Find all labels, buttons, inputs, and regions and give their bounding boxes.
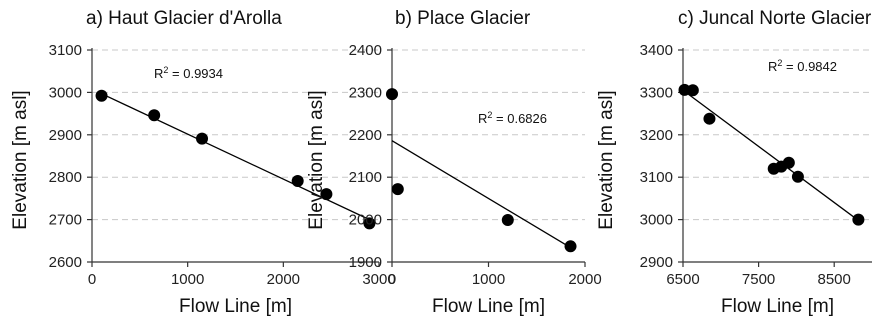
- data-point: [291, 175, 304, 188]
- y-tick-label: 2900: [49, 127, 82, 144]
- data-point: [363, 217, 376, 230]
- data-point: [320, 188, 333, 201]
- data-point: [391, 183, 404, 196]
- data-point: [386, 88, 398, 101]
- data-point: [791, 170, 804, 183]
- data-point: [501, 214, 514, 227]
- y-axis-label: Elevation [m asl]: [10, 90, 31, 229]
- x-axis-label: Flow Line [m]: [179, 296, 292, 317]
- y-tick-label: 2200: [349, 127, 382, 144]
- r-squared-label: R2 = 0.9934: [154, 65, 223, 81]
- y-tick-label: 2700: [49, 212, 82, 229]
- x-tick-label: 2000: [267, 271, 300, 288]
- trendline: [682, 89, 859, 221]
- y-tick-label: 2900: [640, 254, 673, 271]
- y-tick-label: 3000: [640, 212, 673, 229]
- data-point: [196, 132, 209, 145]
- chart-title: c) Juncal Norte Glacier: [678, 8, 872, 29]
- data-point: [95, 89, 108, 102]
- y-tick-label: 2800: [49, 169, 82, 186]
- y-axis-label: Elevation [m asl]: [596, 90, 617, 229]
- trendline: [391, 140, 571, 249]
- x-tick-label: 1000: [171, 271, 204, 288]
- y-tick-label: 2100: [349, 169, 382, 186]
- x-tick-label: 2000: [568, 271, 601, 288]
- x-tick-label: 6500: [666, 271, 699, 288]
- data-point: [148, 109, 161, 122]
- x-tick-label: 8500: [818, 271, 851, 288]
- data-point: [686, 84, 699, 97]
- chart-title: a) Haut Glacier d'Arolla: [86, 8, 282, 29]
- y-tick-label: 3000: [49, 84, 82, 101]
- y-tick-label: 3100: [640, 169, 673, 186]
- x-axis-label: Flow Line [m]: [432, 296, 545, 317]
- chart-panel-1: 2600 2700 2800 2900 3000 3100 0 1000 2000 3000 a) …: [10, 8, 396, 317]
- trendline: [101, 93, 370, 221]
- y-tick-label: 2400: [349, 42, 382, 59]
- y-tick-label: 3400: [640, 42, 673, 59]
- y-tick-label: 3300: [640, 84, 673, 101]
- y-tick-label: 3100: [49, 42, 82, 59]
- data-point: [782, 156, 795, 169]
- x-tick-label: 1000: [472, 271, 505, 288]
- x-tick-label: 0: [388, 271, 396, 288]
- y-tick-label: 2600: [49, 254, 82, 271]
- x-axis-label: Flow Line [m]: [721, 296, 834, 317]
- chart-title: b) Place Glacier: [395, 8, 531, 29]
- y-tick-label: 1900: [349, 254, 382, 271]
- r-squared-label: R2 = 0.6826: [478, 110, 547, 126]
- x-tick-label: 3000: [362, 271, 395, 288]
- y-axis-label: Elevation [m asl]: [306, 90, 327, 229]
- x-tick-label: 0: [88, 271, 96, 288]
- chart-panel-2: 1900 2000 2100 2200 2300 2400 0 1000 2000 b) Plac…: [306, 8, 602, 317]
- data-point: [564, 240, 577, 253]
- data-point: [703, 112, 716, 125]
- r-squared-label: R2 = 0.9842: [768, 58, 837, 74]
- y-tick-label: 2300: [349, 84, 382, 101]
- y-tick-label: 3200: [640, 127, 673, 144]
- chart-panel-3: 2900 3000 3100 3200 3300 3400 6500 7500 8500 c) J…: [596, 8, 872, 317]
- data-point: [852, 213, 865, 226]
- x-tick-label: 7500: [742, 271, 775, 288]
- y-tick-label: 2000: [349, 212, 382, 229]
